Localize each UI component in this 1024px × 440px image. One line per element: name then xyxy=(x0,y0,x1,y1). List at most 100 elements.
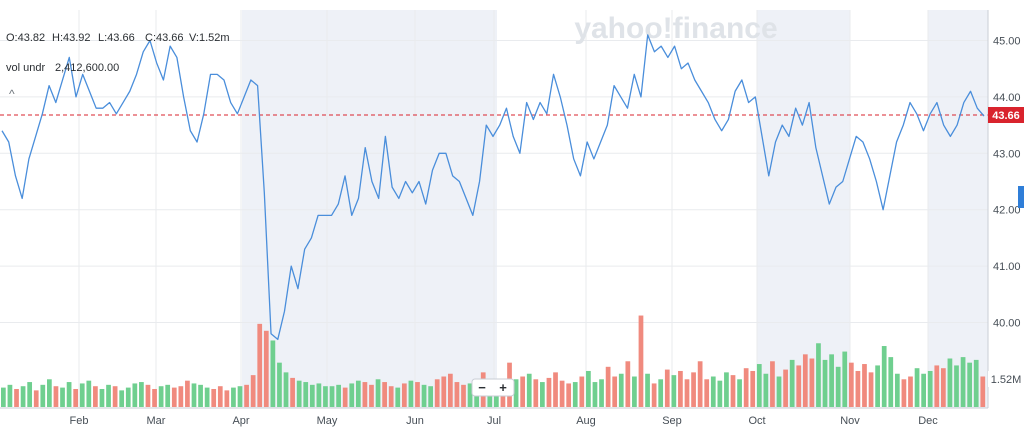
volume-bar xyxy=(526,373,532,407)
volume-bar xyxy=(796,365,802,407)
volume-bar xyxy=(743,368,749,407)
volume-bar xyxy=(158,386,164,407)
volume-indicator-label: vol undr xyxy=(6,62,45,74)
volume-bar xyxy=(756,364,762,407)
volume-bar xyxy=(47,379,52,407)
volume-bar xyxy=(546,377,552,407)
volume-bar xyxy=(724,372,729,407)
volume-bar xyxy=(829,354,834,407)
volume-bar xyxy=(763,373,769,407)
volume-bar xyxy=(447,373,453,407)
ohlc-low: L:43.66 xyxy=(98,32,135,44)
volume-bar xyxy=(329,386,335,407)
volume-bar xyxy=(888,357,894,407)
volume-bar xyxy=(467,383,473,407)
volume-bar xyxy=(914,368,920,407)
volume-bar xyxy=(940,368,946,407)
volume-bar xyxy=(60,387,65,407)
zoom-out-button[interactable]: − xyxy=(478,380,486,395)
y-tick-label: 40.00 xyxy=(993,318,1021,330)
volume-bar xyxy=(369,384,374,407)
volume-bar xyxy=(862,364,867,407)
last-volume-badge xyxy=(988,371,1024,387)
volume-bar xyxy=(290,377,295,407)
volume-bar xyxy=(303,382,309,407)
volume-bar xyxy=(658,379,664,407)
volume-bar xyxy=(441,376,447,407)
volume-bar xyxy=(125,387,131,407)
volume-bar xyxy=(7,384,13,407)
volume-bar xyxy=(382,382,387,407)
ohlc-close: C:43.66 xyxy=(145,32,184,44)
volume-bar xyxy=(421,384,427,407)
volume-bar xyxy=(776,376,782,407)
price-line-layer xyxy=(1,34,985,341)
volume-bar xyxy=(783,369,788,407)
volume-bar xyxy=(868,372,874,407)
collapse-chevron-icon[interactable]: ^ xyxy=(9,87,15,101)
volume-bar xyxy=(309,384,315,407)
volume-bar xyxy=(684,379,690,407)
volume-bar xyxy=(355,380,361,407)
y-tick-label: 41.00 xyxy=(993,261,1021,273)
volume-bar xyxy=(362,382,368,407)
last-price-label: 43.66 xyxy=(992,110,1020,122)
volume-bar xyxy=(250,375,256,407)
volume-bar xyxy=(461,384,466,407)
volume-bar xyxy=(93,386,98,407)
volume-bar xyxy=(171,387,177,407)
x-tick-label: Mar xyxy=(147,415,166,427)
volume-bar xyxy=(185,380,190,407)
zoom-in-button[interactable]: + xyxy=(499,380,507,395)
shaded-band-dec xyxy=(928,10,988,408)
volume-bar xyxy=(618,373,624,407)
volume-bar xyxy=(908,376,913,407)
volume-bar xyxy=(395,387,401,407)
volume-bar xyxy=(921,373,926,407)
volume-bar xyxy=(66,382,72,407)
x-tick-label: Aug xyxy=(576,415,596,427)
volume-bar xyxy=(53,386,59,407)
volume-bar xyxy=(816,343,821,407)
x-axis: Feb Mar Apr May Jun Jul Aug Sep Oct Nov Dec xyxy=(70,415,939,427)
volume-bar xyxy=(671,375,677,407)
volume-bar xyxy=(204,387,210,407)
volume-indicator-value: 2,412,600.00 xyxy=(55,62,119,74)
volume-bar xyxy=(645,373,650,407)
volume-bar xyxy=(737,379,742,407)
volume-bar xyxy=(704,379,710,407)
y-tick-label: 45.00 xyxy=(993,36,1021,48)
volume-bar xyxy=(277,362,282,407)
volume-bar xyxy=(33,390,39,407)
volume-bar xyxy=(217,386,223,407)
x-tick-label: Dec xyxy=(918,415,938,427)
volume-bar xyxy=(802,354,808,407)
ohlc-readout: O:43.82 H:43.92 L:43.66 C:43.66 V:1.52m xyxy=(6,32,230,44)
volume-bar xyxy=(973,359,979,407)
volume-bar xyxy=(27,382,33,407)
volume-bar xyxy=(191,383,197,407)
volume-bar xyxy=(579,376,585,407)
volume-bar xyxy=(145,384,151,407)
volume-bar xyxy=(79,383,85,407)
volume-indicator: vol undr 2,412,600.00 xyxy=(6,62,119,74)
x-tick-label: Feb xyxy=(70,415,89,427)
volume-bar xyxy=(342,387,348,407)
right-edge-handle[interactable] xyxy=(1018,186,1024,208)
volume-bar xyxy=(198,384,203,407)
volume-bar xyxy=(270,340,276,407)
volume-bar xyxy=(809,358,815,407)
volume-bar xyxy=(599,379,604,407)
volume-bar xyxy=(231,387,236,407)
x-tick-label: May xyxy=(317,415,338,427)
volume-bar xyxy=(934,365,940,407)
volume-bar xyxy=(842,351,848,407)
y-axis: 40.00 41.00 42.00 43.00 44.00 45.00 xyxy=(993,36,1021,330)
last-volume-label: 1.52M xyxy=(991,374,1022,386)
month-bands xyxy=(242,10,988,408)
volume-bar xyxy=(927,370,933,407)
volume-bar xyxy=(691,372,696,407)
volume-bar xyxy=(139,382,144,407)
